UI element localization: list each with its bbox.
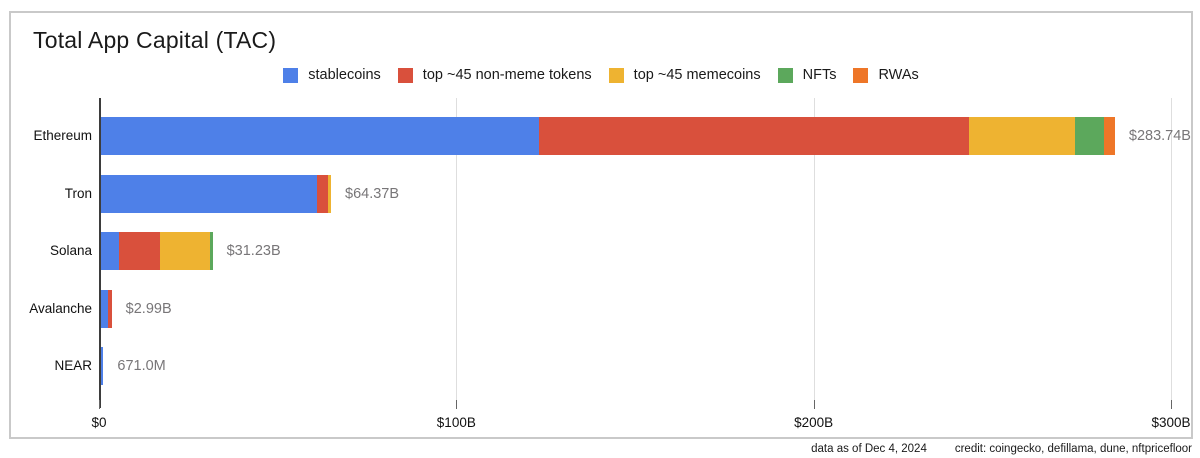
footer: data as of Dec 4, 2024 credit: coingecko… bbox=[811, 443, 1192, 455]
bar-segment-stablecoins bbox=[101, 232, 119, 271]
bar-segment-nfts bbox=[1074, 117, 1104, 155]
x-axis-tick bbox=[456, 400, 458, 409]
x-axis-tick bbox=[813, 400, 815, 409]
legend-label: top ~45 memecoins bbox=[633, 67, 761, 83]
legend-item-memecoins: top ~45 memecoins bbox=[608, 67, 761, 83]
legend-label: stablecoins bbox=[308, 67, 381, 83]
bar-row-solana bbox=[101, 232, 213, 271]
bar-row-tron bbox=[101, 174, 331, 213]
category-label-solana: Solana bbox=[49, 243, 92, 259]
x-axis-tick-label: $300B bbox=[1151, 415, 1191, 430]
bar-segment-nfts bbox=[209, 232, 213, 271]
bar-segment-top-45-memecoins bbox=[328, 174, 331, 213]
legend-item-nfts: NFTs bbox=[777, 67, 837, 83]
bar-segment-stablecoins bbox=[101, 289, 108, 328]
legend-item-rwas: RWAs bbox=[853, 67, 919, 83]
value-label-solana: $31.23B bbox=[226, 243, 281, 260]
gridline-100 bbox=[456, 98, 458, 400]
category-label-ethereum: Ethereum bbox=[33, 128, 92, 143]
gridline-300 bbox=[1171, 98, 1172, 400]
x-axis-tick bbox=[99, 400, 100, 409]
legend-swatch-memecoins bbox=[608, 67, 624, 83]
bar-segment-top-45-non-meme-tokens bbox=[107, 289, 112, 328]
legend-label: top ~45 non-meme tokens bbox=[422, 67, 592, 83]
category-label-tron: Tron bbox=[64, 185, 92, 201]
bar-segment-top-45-memecoins bbox=[160, 232, 210, 271]
bar-segment-stablecoins bbox=[101, 174, 318, 213]
legend: stablecoins top ~45 non-meme tokens top ~4… bbox=[11, 67, 1191, 83]
chart-card: Total App Capital (TAC) stablecoins top ~… bbox=[9, 11, 1193, 439]
bar-segment-top-45-non-meme-tokens bbox=[118, 232, 161, 271]
y-axis-line bbox=[99, 98, 101, 408]
bar-segment-top-45-non-meme-tokens bbox=[539, 117, 969, 155]
bar-segment-stablecoins bbox=[101, 117, 540, 155]
value-label-avalanche: $2.99B bbox=[125, 300, 172, 317]
legend-swatch-stablecoins bbox=[283, 67, 299, 83]
legend-label: NFTs bbox=[802, 67, 837, 83]
category-label-avalanche: Avalanche bbox=[29, 300, 92, 316]
x-axis-tick-label: $0 bbox=[91, 415, 107, 430]
bar-segment-top-45-non-meme-tokens bbox=[317, 174, 329, 213]
bar-segment-stablecoins bbox=[101, 347, 104, 386]
value-label-ethereum: $283.74B bbox=[1128, 128, 1191, 144]
bar-segment-rwas bbox=[1103, 117, 1115, 155]
legend-swatch-rwas bbox=[853, 67, 869, 83]
value-label-tron: $64.37B bbox=[345, 185, 400, 202]
footer-credit: credit: coingecko, defillama, dune, nftp… bbox=[954, 443, 1192, 455]
category-label-near: NEAR bbox=[54, 358, 92, 374]
value-label-near: 671.0M bbox=[117, 358, 166, 375]
gridline-200 bbox=[813, 98, 815, 400]
bar-row-near bbox=[101, 347, 104, 386]
chart-title: Total App Capital (TAC) bbox=[33, 27, 277, 53]
bar-row-avalanche bbox=[101, 289, 112, 328]
legend-label: RWAs bbox=[878, 67, 919, 83]
legend-item-stablecoins: stablecoins bbox=[283, 67, 381, 83]
legend-swatch-non-meme-tokens bbox=[397, 67, 413, 83]
x-axis-tick-label: $200B bbox=[794, 415, 834, 430]
legend-swatch-nfts bbox=[777, 67, 793, 83]
footer-data-as-of: data as of Dec 4, 2024 bbox=[811, 443, 927, 455]
plot-area: $0 $100B $200B $300B Ethereum $283.74B Tron $64… bbox=[29, 98, 1191, 430]
bar-segment-top-45-memecoins bbox=[968, 117, 1075, 155]
legend-item-non-meme-tokens: top ~45 non-meme tokens bbox=[397, 67, 592, 83]
bar-row-ethereum bbox=[101, 117, 1115, 155]
x-axis-tick-label: $100B bbox=[436, 415, 476, 430]
x-axis-tick bbox=[1171, 400, 1172, 409]
